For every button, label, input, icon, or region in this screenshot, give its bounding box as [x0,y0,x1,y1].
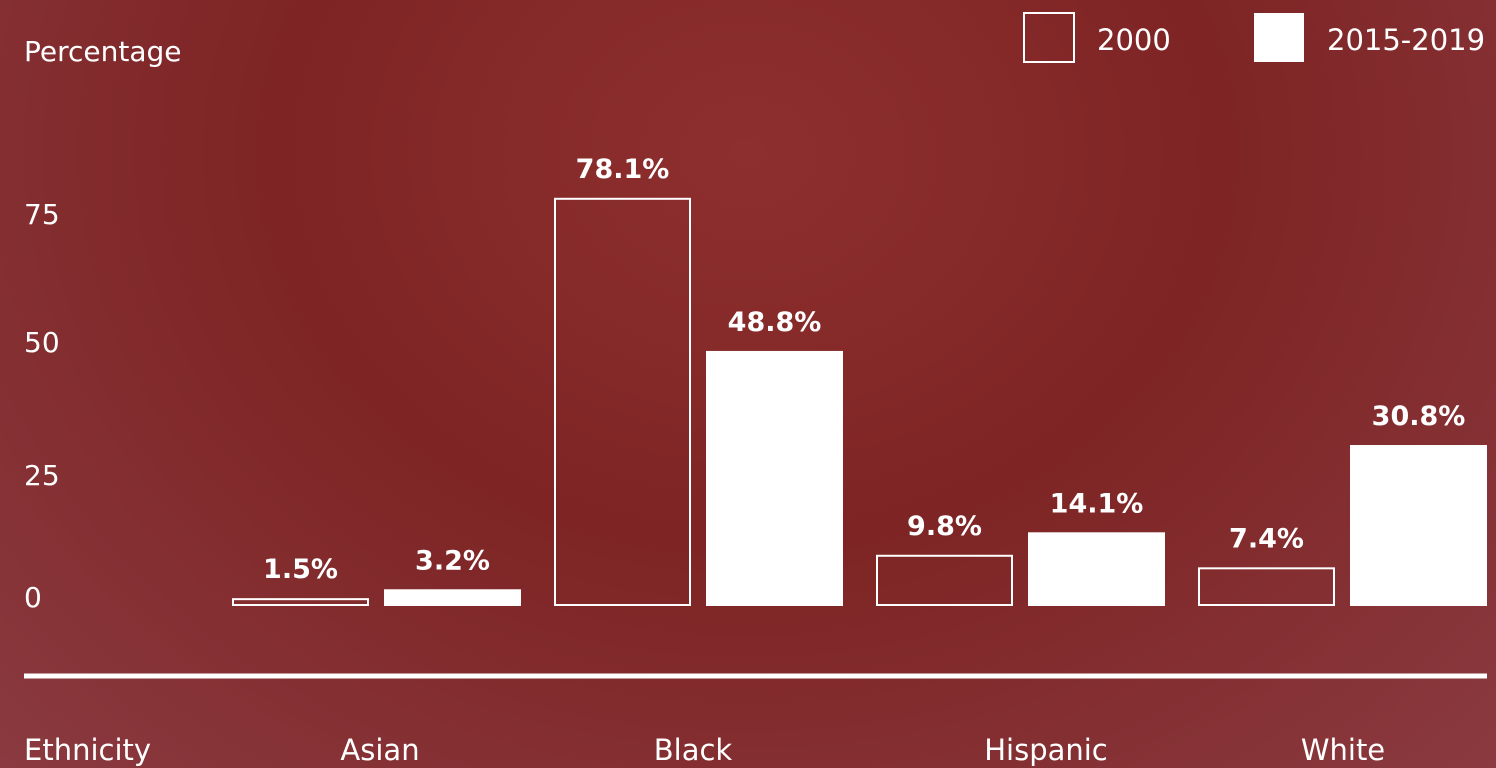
data-label-black-2015-2019: 48.8% [728,307,822,338]
bar-black-2000 [554,197,691,606]
bar-black-2015-2019 [706,350,843,606]
bar-hispanic-2000 [876,554,1013,607]
bar-asian-2015-2019 [384,589,521,606]
y-ticks: 0 25 50 75 [24,198,60,614]
legend-swatch-2000 [1023,12,1075,63]
bar-hispanic-2015-2019 [1028,532,1165,606]
x-ticks: Asian Black Hispanic White [340,733,1385,767]
bar-white-2000 [1198,567,1335,607]
legend: 2000 2015-2019 [1023,12,1485,63]
x-tick-label-hispanic: Hispanic [984,733,1108,767]
x-tick-label-white: White [1301,733,1385,767]
data-label-white-2015-2019: 30.8% [1372,401,1466,432]
x-axis-label: Ethnicity [24,733,151,767]
x-tick-label-asian: Asian [340,733,419,767]
data-label-white-2000: 7.4% [1229,523,1304,554]
bars: 1.5% 3.2% 78.1% 48.8% 9.8% 14.1% 7.4% 30.8% [232,154,1487,607]
data-label-black-2000: 78.1% [576,154,670,185]
bar-white-2015-2019 [1350,445,1487,606]
y-tick-label-0: 0 [24,581,42,614]
legend-swatch-2015-2019 [1254,13,1304,62]
y-tick-label-25: 25 [24,459,60,492]
y-tick-label-75: 75 [24,198,60,231]
y-tick-label-50: 50 [24,326,60,359]
data-label-asian-2015-2019: 3.2% [415,545,490,576]
y-axis-label: Percentage [24,35,182,68]
legend-label-2015-2019: 2015-2019 [1327,23,1485,57]
legend-label-2000: 2000 [1097,23,1171,57]
data-label-hispanic-2000: 9.8% [907,511,982,542]
x-tick-label-black: Black [654,733,733,767]
bar-asian-2000 [232,598,369,606]
data-label-hispanic-2015-2019: 14.1% [1050,488,1144,519]
data-label-asian-2000: 1.5% [263,554,338,585]
